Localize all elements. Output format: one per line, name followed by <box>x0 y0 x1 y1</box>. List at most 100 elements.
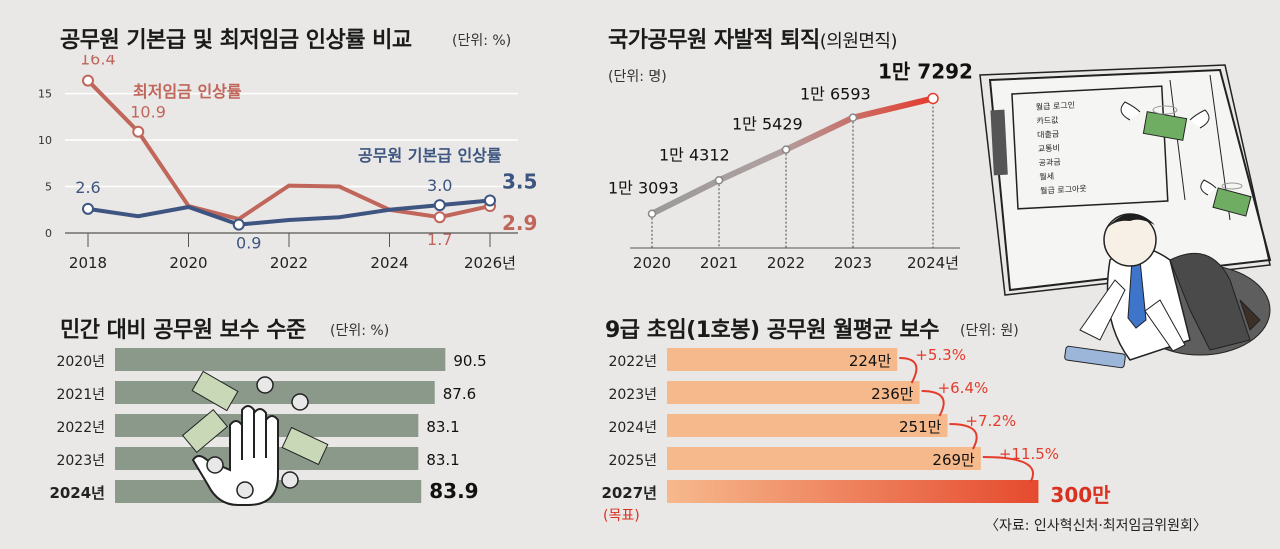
value-label: 1만 7292 <box>878 60 973 83</box>
value-label: 83.1 <box>426 418 459 436</box>
value-label: 251만 <box>899 418 942 436</box>
change-label: +6.4% <box>938 379 989 397</box>
screen-menu-item: 카드값 <box>1036 115 1059 126</box>
value-label: 87.6 <box>443 385 476 403</box>
data-point <box>848 113 858 122</box>
value-label: 236만 <box>871 385 914 403</box>
x-tick-label: 2020 <box>169 254 207 272</box>
pay-level-chart: 2020년 90.5 2021년 87.6 2022년 83.1 2023년 83.1 2024… <box>49 348 487 506</box>
flying-money-icon <box>1120 101 1210 141</box>
value-label: 269만 <box>932 451 975 469</box>
x-tick-label: 2024년 <box>907 254 959 272</box>
hand-money-icon <box>181 370 329 506</box>
value-label: 224만 <box>849 352 892 370</box>
panel2-unit: (단위: 명) <box>608 69 667 85</box>
y-tick-label: 10 <box>38 134 52 147</box>
data-point <box>647 209 657 218</box>
series-line-0 <box>86 79 491 222</box>
panel4-title: 9급 초임(1호봉) 공무원 월평균 보수 <box>605 318 939 343</box>
change-arrow <box>949 423 978 450</box>
value-label: 83.1 <box>426 451 459 469</box>
civil-data-label: 2.6 <box>75 178 100 197</box>
data-point <box>714 176 724 185</box>
category-label: 2023년 <box>56 453 105 469</box>
coin-icon <box>256 376 274 394</box>
coin-icon <box>206 456 224 474</box>
civil-data-label: 3.0 <box>427 176 452 195</box>
category-label: 2020년 <box>56 354 105 370</box>
data-point <box>132 125 145 138</box>
screen-menu-item: 월급 로그아웃 <box>1040 183 1087 195</box>
screen-menu-item: 월세 <box>1039 171 1054 182</box>
source-note: 〈자료: 인사혁신처·최저임금위원회〉 <box>985 518 1207 534</box>
min-wage-legend: 최저임금 인상률 <box>133 82 242 101</box>
x-tick-label: 2021 <box>700 254 738 272</box>
panel4-unit: (단위: 원) <box>960 323 1019 339</box>
bar <box>667 348 898 371</box>
screen-menu-item: 공과금 <box>1038 158 1061 168</box>
min-wage-data-label: 2.9 <box>502 211 537 235</box>
value-label: 83.9 <box>429 479 478 503</box>
bar <box>667 447 981 470</box>
flying-money-icon-2 <box>1200 179 1252 217</box>
x-tick-label: 2022 <box>270 254 308 272</box>
bar <box>667 381 920 404</box>
coin-icon <box>291 393 309 411</box>
data-point <box>82 202 94 215</box>
rate-comparison-chart: 0 5 10 15 2018 2020 2022 2024 2026년 16.4 10.9 1.7 2.… <box>38 55 537 272</box>
data-point <box>433 199 446 212</box>
coin-icon <box>236 481 254 499</box>
x-tick-label: 2026년 <box>464 254 516 272</box>
min-wage-data-label: 10.9 <box>130 103 166 122</box>
category-label: 2024년 <box>49 484 105 502</box>
category-label: 2021년 <box>56 387 105 403</box>
value-label: 1만 3093 <box>608 179 679 198</box>
x-tick-label: 2023 <box>834 254 872 272</box>
bar <box>667 414 948 437</box>
change-arrow <box>982 456 1034 483</box>
value-label: 1만 6593 <box>800 85 871 104</box>
value-label: 300만 <box>1050 483 1111 507</box>
panel2-title-sub: (의원면직) <box>819 31 898 52</box>
civil-legend: 공무원 기본급 인상률 <box>358 146 502 165</box>
panel1-title: 공무원 기본급 및 최저임금 인상률 비교 <box>60 28 412 53</box>
bar <box>667 480 1039 503</box>
category-label: 2022년 <box>608 354 657 370</box>
category-label: 2025년 <box>608 453 657 469</box>
data-point <box>232 218 245 231</box>
x-tick-label: 2020 <box>633 254 671 272</box>
kneeling-worker-icon <box>1064 213 1271 369</box>
data-point <box>927 92 939 105</box>
screen-menu-item: 월급 로그인 <box>1035 100 1075 112</box>
category-label: 2024년 <box>608 420 657 436</box>
category-label: 2023년 <box>608 387 657 403</box>
x-tick-label: 2018 <box>69 254 107 272</box>
x-tick-label: 2024 <box>370 254 408 272</box>
panel3-title: 민간 대비 공무원 보수 수준 <box>60 318 306 343</box>
y-tick-label: 0 <box>45 227 52 240</box>
min-wage-data-label: 16.4 <box>80 55 116 69</box>
change-label: +11.5% <box>999 445 1059 463</box>
money-bill-icon <box>181 409 229 453</box>
value-label: 90.5 <box>453 352 486 370</box>
change-arrow <box>899 357 918 384</box>
change-arrow <box>921 390 945 417</box>
civil-data-label: 0.9 <box>236 234 261 253</box>
category-label: 2022년 <box>56 420 105 436</box>
target-tag: (목표) <box>603 508 640 524</box>
data-point <box>781 145 791 154</box>
series-line-1 <box>87 198 491 227</box>
panel2-title: 국가공무원 자발적 퇴직(의원면직) <box>608 22 898 54</box>
coin-icon <box>281 471 299 489</box>
category-label: 2027년 <box>601 484 657 502</box>
bar <box>115 348 446 371</box>
x-tick-label: 2022 <box>767 254 805 272</box>
value-label: 1만 4312 <box>659 145 730 164</box>
data-point <box>82 74 94 87</box>
hand-icon <box>191 405 279 506</box>
money-bill-icon <box>281 426 329 466</box>
data-point <box>484 194 496 207</box>
